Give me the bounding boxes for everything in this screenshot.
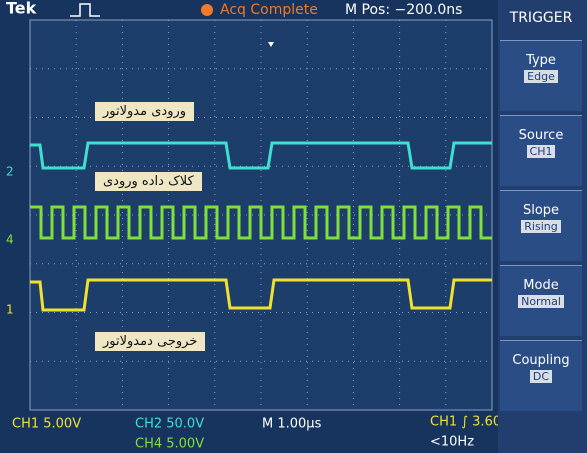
menu-item[interactable]: Coupling DC [500,340,582,411]
menu-label: Type [500,53,582,68]
brand: Tek [6,0,37,18]
ch4-scale: CH4 5.00V [135,437,204,452]
ch1-marker: 1 [6,303,14,317]
menu-value: Rising [521,220,560,233]
ch1-scale: CH1 5.00V [12,417,81,432]
annotation: کلاک داده ورودی [95,172,202,191]
annotation: ورودی مدولاتور [95,102,194,121]
menu-item[interactable]: Source CH1 [500,115,582,186]
status: Acq Complete [220,2,318,18]
annotation: خروجی دمدولاتور [95,332,205,351]
ch4-marker: 4 [6,233,14,247]
menu-value: Edge [524,70,558,83]
menu-value: CH1 [527,145,556,158]
timebase: M 1.00µs [262,417,322,432]
trigger-frequency: <10Hz [430,435,474,450]
menu-label: Coupling [500,353,582,368]
menu-item[interactable]: Slope Rising [500,190,582,261]
menu-value: DC [530,370,552,383]
menu-label: Mode [500,278,582,293]
ch2-marker: 2 [6,165,14,179]
oscilloscope: Tek Acq Complete M Pos: −200.0ns 2 4 1 C… [0,0,587,453]
menu-title: TRIGGER [500,10,582,26]
ch2-scale: CH2 50.0V [135,417,204,432]
menu-label: Source [500,128,582,143]
menu-label: Slope [500,203,582,218]
status-dot [201,4,213,16]
menu-value: Normal [518,295,564,308]
menu-item[interactable]: Type Edge [500,40,582,111]
position: M Pos: −200.0ns [345,2,462,18]
menu-item[interactable]: Mode Normal [500,265,582,336]
